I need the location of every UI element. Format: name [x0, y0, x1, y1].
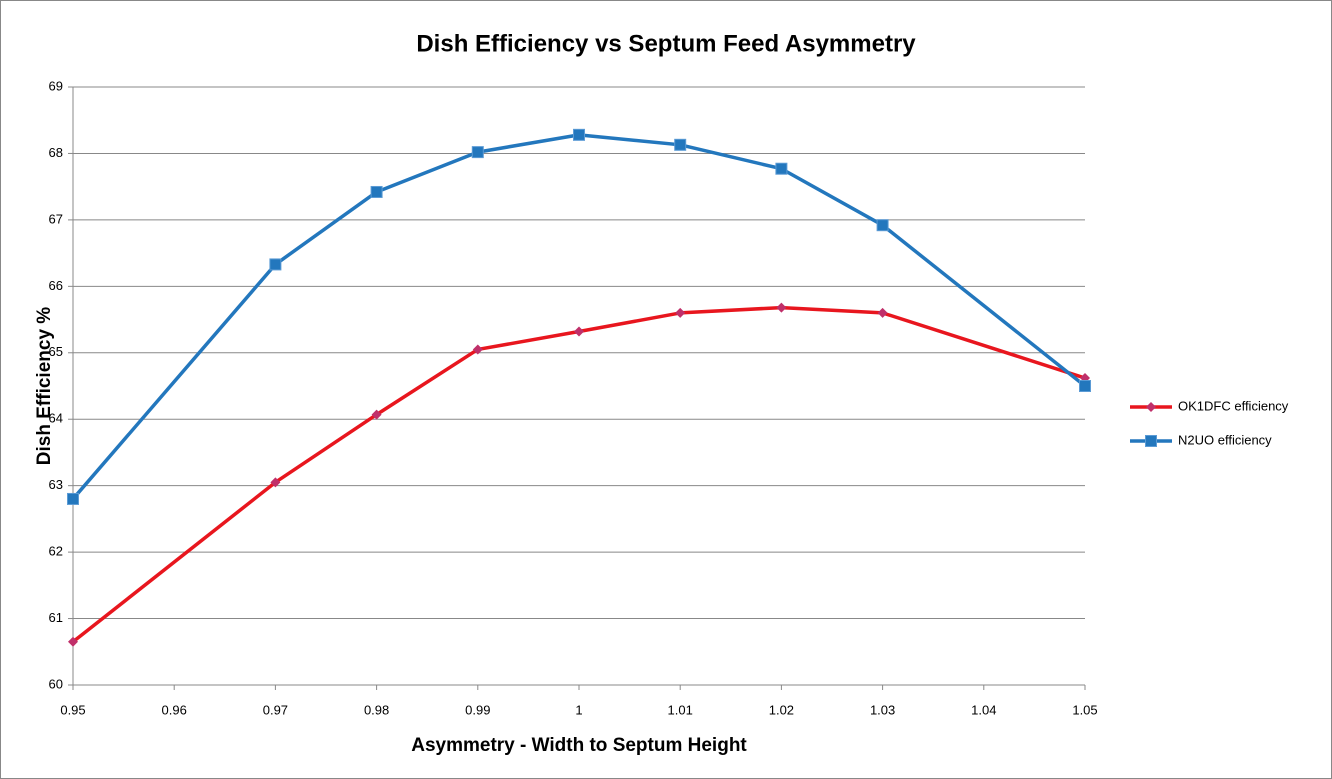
- y-tick-label: 63: [49, 477, 63, 492]
- chart-title: Dish Efficiency vs Septum Feed Asymmetry: [416, 30, 916, 57]
- x-tick-label: 0.97: [263, 702, 288, 717]
- legend-marker: [1145, 435, 1157, 447]
- y-tick-label: 62: [49, 544, 63, 559]
- x-tick-label: 0.95: [60, 702, 85, 717]
- y-tick-label: 69: [49, 78, 63, 93]
- y-tick-label: 60: [49, 676, 63, 691]
- y-tick-label: 64: [49, 411, 63, 426]
- legend-label: OK1DFC efficiency: [1178, 398, 1289, 413]
- y-tick-label: 67: [49, 211, 63, 226]
- marker: [67, 492, 79, 505]
- x-tick-label: 1.04: [971, 702, 996, 717]
- marker: [675, 307, 686, 318]
- y-tick-label: 61: [49, 610, 63, 625]
- marker: [1079, 380, 1091, 392]
- y-tick-label: 65: [49, 344, 63, 359]
- x-axis-label: Asymmetry - Width to Septum Height: [411, 735, 747, 756]
- marker: [776, 302, 787, 313]
- y-tick-label: 68: [49, 145, 63, 160]
- x-tick-label: 1.03: [870, 702, 895, 717]
- marker: [674, 138, 687, 151]
- x-tick-label: 1.05: [1072, 702, 1097, 717]
- x-tick-label: 0.99: [465, 702, 490, 717]
- marker: [876, 219, 889, 232]
- x-tick-label: 1.01: [668, 702, 693, 717]
- marker: [574, 326, 584, 337]
- x-tick-label: 1.02: [769, 702, 794, 717]
- x-tick-label: 1: [575, 702, 582, 717]
- y-axis-label: Dish Efficiency %: [34, 307, 55, 465]
- marker: [573, 128, 585, 141]
- marker: [269, 258, 282, 271]
- marker: [877, 307, 888, 318]
- marker: [370, 185, 383, 198]
- marker: [472, 344, 483, 355]
- marker: [471, 146, 484, 159]
- marker: [775, 162, 788, 175]
- x-tick-label: 0.98: [364, 702, 389, 717]
- marker: [270, 477, 281, 488]
- x-tick-label: 0.96: [162, 702, 187, 717]
- y-tick-label: 66: [49, 278, 63, 293]
- legend-marker: [1146, 402, 1156, 412]
- legend-label: N2UO efficiency: [1178, 432, 1272, 447]
- marker: [68, 636, 78, 647]
- marker: [371, 409, 382, 420]
